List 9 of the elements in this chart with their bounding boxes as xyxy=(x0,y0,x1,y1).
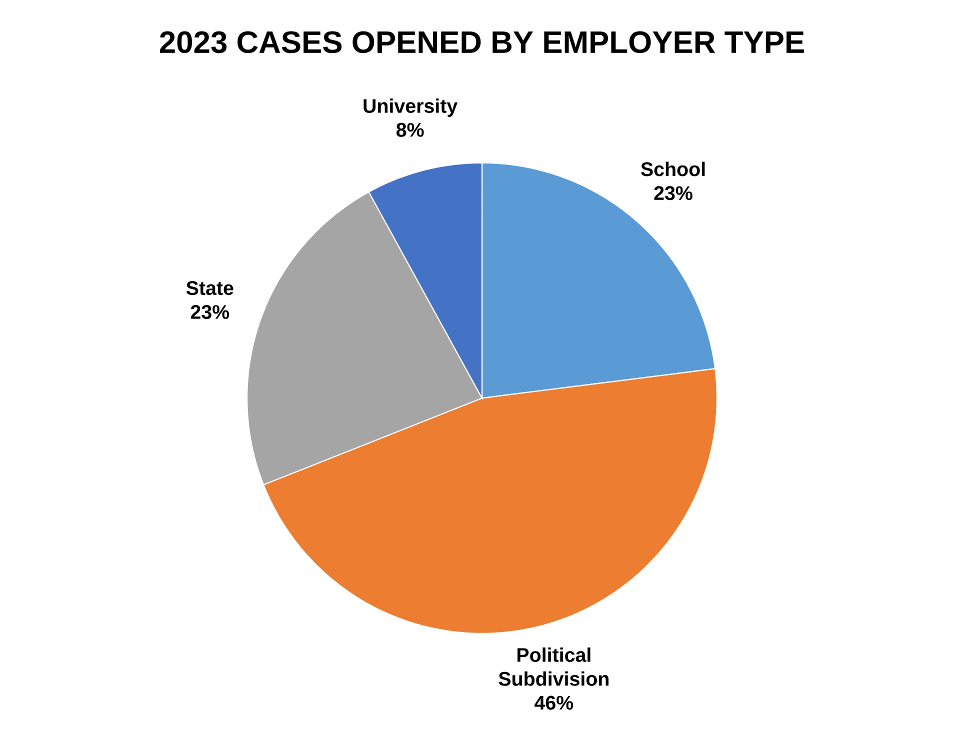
slice-label: School xyxy=(641,162,705,176)
data-label: 23% xyxy=(654,186,692,200)
slice-label: University xyxy=(364,98,458,117)
data-label: 46% xyxy=(534,696,574,710)
data-label: 8% xyxy=(396,122,424,137)
slice-label: State xyxy=(186,281,234,296)
chart-title: 2023 CASES OPENED BY EMPLOYER TYPE xyxy=(160,31,804,54)
data-label: 23% xyxy=(190,305,230,319)
slice-label: Political Subdivision xyxy=(498,647,608,686)
